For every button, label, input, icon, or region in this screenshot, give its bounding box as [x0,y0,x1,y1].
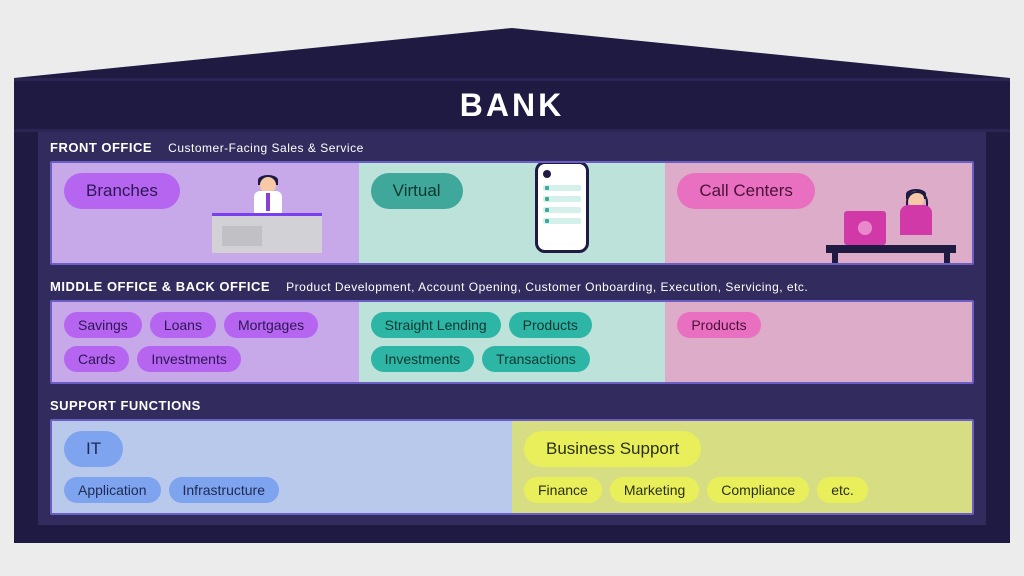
pill-products: Products [509,312,592,338]
middle-office-subtitle: Product Development, Account Opening, Cu… [286,280,808,294]
pill-etc.: etc. [817,477,868,503]
bank-building: BANK FRONT OFFICE Customer-Facing Sales … [14,28,1010,543]
pill-loans: Loans [150,312,216,338]
front-col-2: Call Centers [665,163,972,263]
front-col-1: Virtual [359,163,666,263]
pill-application: Application [64,477,161,503]
support-col-1: Business Support Finance Marketing Complia… [512,421,972,513]
bank-title: BANK [460,87,564,124]
pill-compliance: Compliance [707,477,809,503]
pill-virtual: Virtual [371,173,463,209]
pill-savings: Savings [64,312,142,338]
middle-office-row: Savings Loans Mortgages Cards Investments St… [50,300,974,384]
middle-office-header: MIDDLE OFFICE & BACK OFFICE Product Deve… [38,271,986,300]
pill-products: Products [677,312,760,338]
pill-it: IT [64,431,123,467]
front-office-subtitle: Customer-Facing Sales & Service [168,141,364,155]
support-col-0: IT Application Infrastructure [52,421,512,513]
front-office-header: FRONT OFFICE Customer-Facing Sales & Ser… [38,132,986,161]
middle-col-0: Savings Loans Mortgages Cards Investments [52,302,359,382]
callcenter-illustration [823,173,960,253]
pillar-left [14,132,38,525]
pill-marketing: Marketing [610,477,699,503]
support-title: SUPPORT FUNCTIONS [50,398,201,413]
pill-investments: Investments [137,346,240,372]
pill-transactions: Transactions [482,346,590,372]
pill-call-centers: Call Centers [677,173,815,209]
pill-straight-lending: Straight Lending [371,312,501,338]
pill-investments: Investments [371,346,474,372]
pillar-right [986,132,1010,525]
pill-cards: Cards [64,346,129,372]
header-bar: BANK [14,78,1010,132]
pill-business-support: Business Support [524,431,701,467]
middle-col-1: Straight Lending Products Investments Trans… [359,302,666,382]
support-header: SUPPORT FUNCTIONS [38,390,986,419]
content-area: FRONT OFFICE Customer-Facing Sales & Ser… [38,132,986,525]
branches-illustration [188,173,347,253]
front-office-title: FRONT OFFICE [50,140,152,155]
middle-office-title: MIDDLE OFFICE & BACK OFFICE [50,279,270,294]
pill-finance: Finance [524,477,602,503]
pill-infrastructure: Infrastructure [169,477,279,503]
virtual-illustration [471,173,654,253]
base [14,525,1010,543]
pill-branches: Branches [64,173,180,209]
front-office-row: Branches Virtual Call Centers [50,161,974,265]
pill-mortgages: Mortgages [224,312,318,338]
middle-col-2: Products [665,302,972,382]
support-row: IT Application Infrastructure Business Su… [50,419,974,515]
roof [14,28,1010,78]
front-col-0: Branches [52,163,359,263]
